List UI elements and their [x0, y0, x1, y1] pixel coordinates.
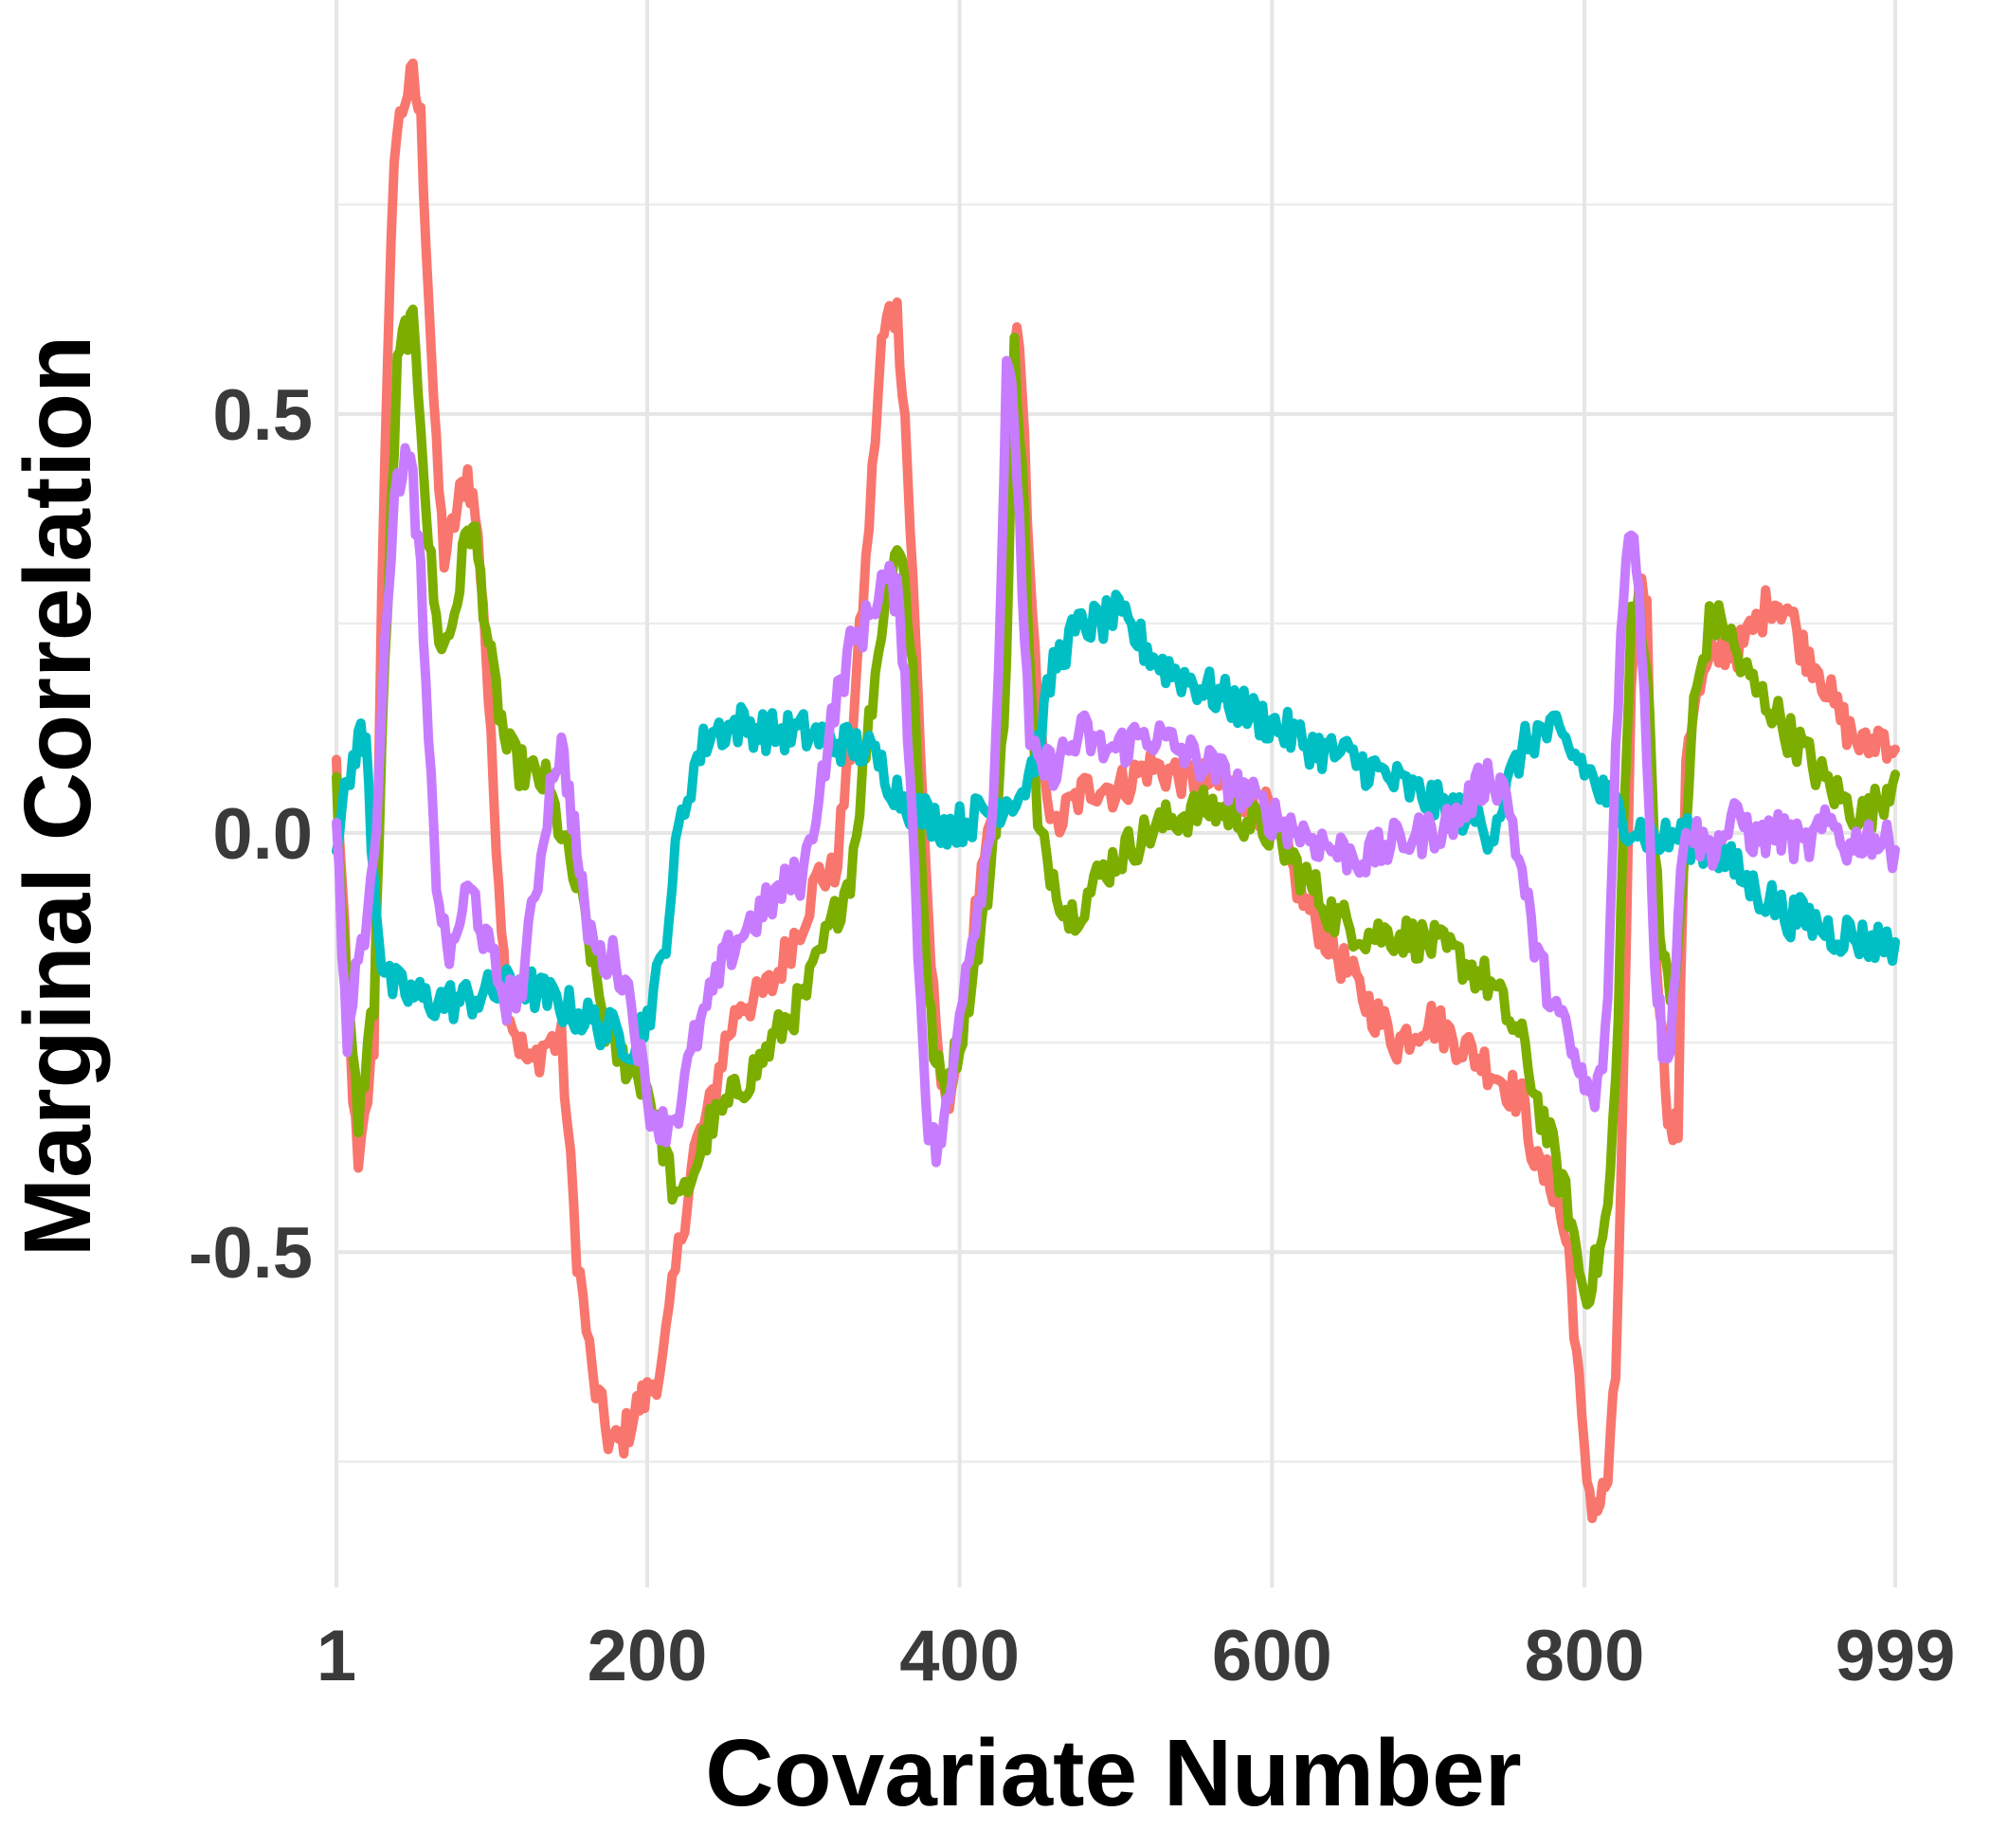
- x-tick-label: 999: [1836, 1616, 1956, 1696]
- x-tick-labels: 1 200 400 600 800 999: [317, 1616, 1956, 1696]
- y-tick-labels: -0.5 0.0 0.5: [189, 375, 313, 1294]
- y-tick-label: 0.0: [212, 794, 313, 875]
- y-tick-label: 0.5: [212, 375, 313, 456]
- series-lines: [332, 58, 1900, 1524]
- x-axis-title: Covariate Number: [705, 1720, 1521, 1826]
- x-tick-label: 200: [588, 1616, 708, 1696]
- series-line-3: [332, 589, 1900, 1065]
- x-tick-label: 1: [317, 1616, 356, 1696]
- series-line-4: [332, 355, 1900, 1168]
- y-tick-label: -0.5: [189, 1213, 313, 1294]
- x-tick-label: 400: [899, 1616, 1020, 1696]
- x-tick-label: 800: [1525, 1616, 1645, 1696]
- y-axis-title: Marginal Correlation: [5, 335, 111, 1257]
- x-tick-label: 600: [1212, 1616, 1332, 1696]
